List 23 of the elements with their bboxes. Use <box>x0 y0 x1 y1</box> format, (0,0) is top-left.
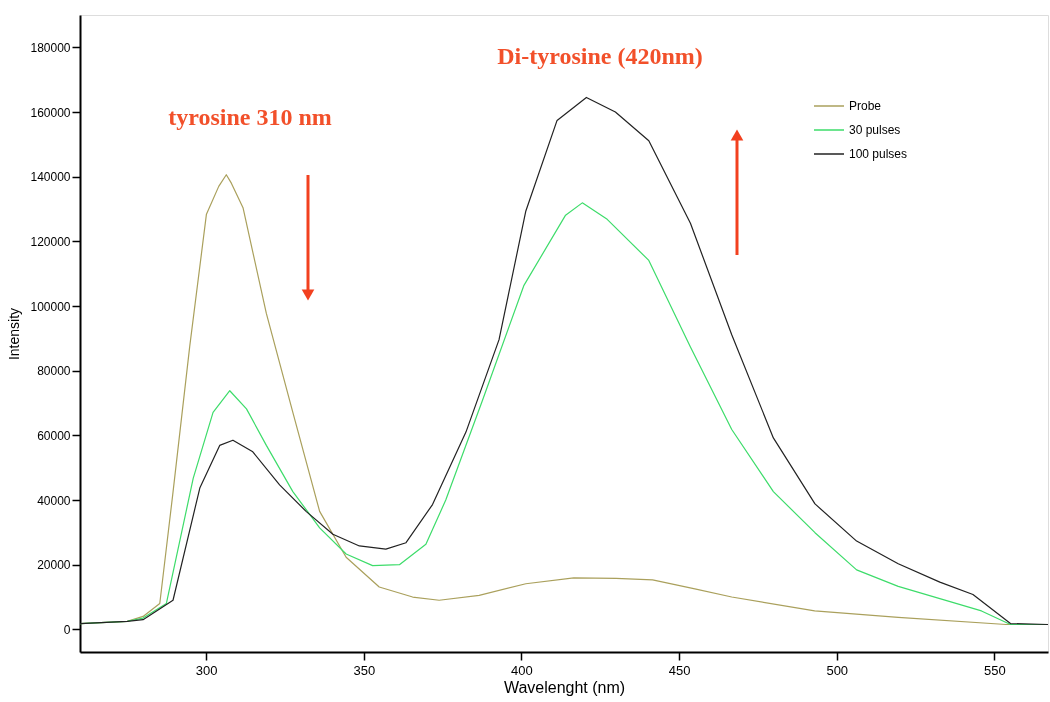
y-tick-label: 160000 <box>30 105 71 120</box>
legend-label: 30 pulses <box>849 123 901 137</box>
y-tick-label: 180000 <box>30 40 71 55</box>
y-tick-label: 80000 <box>37 364 71 379</box>
y-tick-label: 140000 <box>30 170 71 185</box>
annotation: tyrosine 310 nm <box>168 104 332 130</box>
y-tick-label: 0 <box>63 622 71 637</box>
x-tick-label: 500 <box>826 662 849 678</box>
x-tick-label: 400 <box>511 662 533 678</box>
x-tick-label: 300 <box>195 662 218 678</box>
x-axis-title: Wavelenght (nm) <box>503 678 626 696</box>
x-tick-label: 450 <box>668 662 691 678</box>
legend-label: Probe <box>849 99 882 113</box>
y-axis-title: Intensity <box>6 307 23 361</box>
x-tick-label: 350 <box>353 662 376 678</box>
legend-label: 100 pulses <box>849 147 908 161</box>
x-tick-label: 550 <box>984 662 1006 678</box>
y-tick-label: 120000 <box>30 234 71 249</box>
annotation: Di-tyrosine (420nm) <box>497 43 703 69</box>
y-tick-label: 40000 <box>37 493 71 508</box>
y-tick-label: 20000 <box>37 558 71 573</box>
y-tick-label: 100000 <box>30 299 71 314</box>
y-tick-label: 60000 <box>37 428 71 443</box>
